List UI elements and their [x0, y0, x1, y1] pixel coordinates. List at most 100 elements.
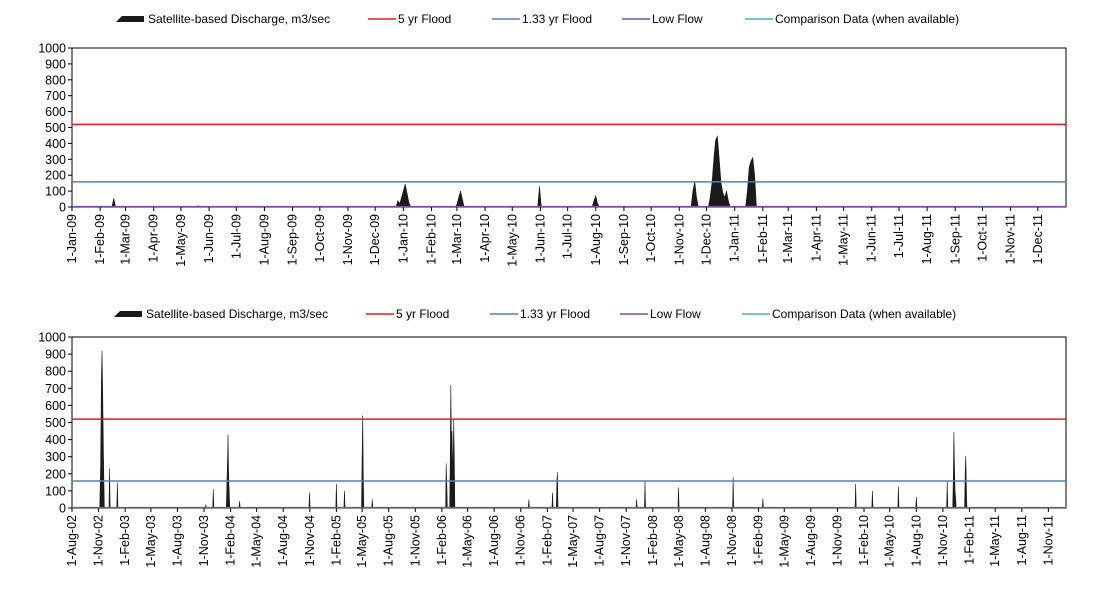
legend-label-lowflow: Low Flow: [650, 307, 701, 321]
y-tick-label: 800: [45, 365, 66, 379]
legend: Satellite-based Discharge, m3/sec 5 yr Fl…: [114, 307, 956, 321]
x-tick-label: 1-May-04: [250, 515, 264, 568]
x-tick-label: 1-May-11: [988, 515, 1002, 567]
x-tick-label: 1-Sep-09: [286, 214, 300, 265]
series-discharge-area: [72, 350, 1066, 509]
y-tick-label: 300: [45, 450, 66, 464]
x-tick-label: 1-Aug-10: [589, 214, 603, 265]
discharge-chart-2009-2011: Satellite-based Discharge, m3/sec 5 yr Fl…: [0, 0, 1094, 300]
x-tick-label: 1-Aug-02: [65, 515, 79, 566]
legend-swatch-discharge: [114, 311, 142, 317]
x-tick-label: 1-May-09: [174, 214, 188, 267]
x-tick-label: 1-Aug-03: [170, 515, 184, 566]
y-tick-label: 900: [45, 57, 66, 71]
x-tick-label: 1-May-03: [144, 515, 158, 568]
x-tick-label: 1-May-10: [505, 214, 519, 267]
y-tick-label: 300: [45, 153, 66, 167]
legend-item-flood133: 1.33 yr Flood: [492, 12, 592, 26]
series-discharge-area: [72, 135, 1066, 208]
y-tick-label: 200: [45, 169, 66, 183]
x-tick-label: 1-Jul-11: [892, 214, 906, 258]
x-tick-label: 1-May-08: [672, 515, 686, 568]
x-tick-label: 1-Jul-10: [561, 214, 575, 259]
x-tick-label: 1-Feb-05: [329, 515, 343, 566]
legend-item-lowflow: Low Flow: [622, 12, 703, 26]
chart-svg-top: Satellite-based Discharge, m3/sec 5 yr Fl…: [38, 12, 1067, 267]
x-tick-label: 1-Aug-11: [920, 214, 934, 265]
y-tick-label: 800: [45, 73, 66, 87]
x-tick-label: 1-May-06: [461, 515, 475, 568]
x-tick-label: 1-Jan-09: [65, 214, 79, 263]
x-tick-label: 1-Jan-10: [396, 214, 410, 263]
y-tick-label: 400: [45, 137, 66, 151]
legend-label-flood133: 1.33 yr Flood: [522, 12, 592, 26]
x-tick-label: 1-Feb-10: [424, 214, 438, 265]
x-tick-label: 1-Nov-03: [197, 515, 211, 566]
legend-label-flood5: 5 yr Flood: [396, 307, 449, 321]
legend-label-flood133: 1.33 yr Flood: [520, 307, 590, 321]
legend-label-comparison: Comparison Data (when available): [775, 12, 959, 26]
legend-item-flood133: 1.33 yr Flood: [490, 307, 590, 321]
y-tick-label: 400: [45, 433, 66, 447]
x-tick-label: 1-Feb-09: [93, 214, 107, 265]
x-tick-label: 1-Nov-09: [830, 515, 844, 566]
x-axis: 1-Aug-02 1-Nov-02 1-Feb-03 1-May-03 1-Aug-03…: [65, 508, 1055, 568]
x-tick-label: 1-Aug-09: [257, 214, 271, 265]
x-tick-label: 1-Nov-05: [408, 515, 422, 566]
x-tick-label: 1-May-07: [566, 515, 580, 568]
legend: Satellite-based Discharge, m3/sec 5 yr Fl…: [116, 12, 959, 26]
y-tick-label: 700: [45, 89, 66, 103]
x-tick-label: 1-Apr-09: [147, 214, 161, 263]
x-tick-label: 1-May-10: [883, 515, 897, 568]
x-tick-label: 1-Dec-11: [1031, 214, 1045, 265]
x-tick-label: 1-Aug-06: [487, 515, 501, 566]
legend-item-comparison: Comparison Data (when available): [742, 307, 956, 321]
x-tick-label: 1-Feb-08: [646, 515, 660, 566]
y-tick-label: 100: [45, 185, 66, 199]
x-tick-label: 1-Sep-10: [617, 214, 631, 265]
x-tick-label: 1-Nov-08: [725, 515, 739, 566]
y-tick-label: 1000: [38, 42, 66, 56]
x-tick-label: 1-May-05: [355, 515, 369, 568]
x-tick-label: 1-Feb-06: [435, 515, 449, 566]
y-tick-label: 600: [45, 399, 66, 413]
x-tick-label: 1-Feb-10: [857, 515, 871, 566]
x-tick-label: 1-Dec-10: [700, 214, 714, 265]
x-tick-label: 1-Mar-09: [119, 214, 133, 265]
x-tick-label: 1-Oct-11: [975, 214, 989, 262]
x-tick-label: 1-Feb-07: [540, 515, 554, 566]
y-tick-label: 700: [45, 382, 66, 396]
x-tick-label: 1-Jan-11: [728, 214, 742, 262]
x-tick-label: 1-Nov-02: [92, 515, 106, 566]
x-tick-label: 1-Nov-11: [1041, 515, 1055, 566]
x-tick-label: 1-Jun-09: [202, 214, 216, 263]
plot-area: [71, 336, 1067, 509]
x-tick-label: 1-Nov-11: [1004, 214, 1018, 265]
x-tick-label: 1-Aug-07: [593, 515, 607, 566]
x-tick-label: 1-Aug-09: [804, 515, 818, 566]
x-tick-label: 1-Jul-09: [229, 214, 243, 259]
legend-label-flood5: 5 yr Flood: [398, 12, 451, 26]
x-tick-label: 1-Nov-07: [619, 515, 633, 566]
legend-item-flood5: 5 yr Flood: [368, 12, 451, 26]
x-tick-label: 1-Aug-08: [698, 515, 712, 566]
chart-svg-bottom: Satellite-based Discharge, m3/sec 5 yr Fl…: [38, 307, 1067, 568]
legend-item-lowflow: Low Flow: [620, 307, 701, 321]
y-tick-label: 0: [59, 201, 66, 215]
y-tick-label: 100: [45, 484, 66, 498]
plot-area: [71, 47, 1067, 208]
x-tick-label: 1-Oct-09: [313, 214, 327, 263]
legend-item-discharge: Satellite-based Discharge, m3/sec: [116, 12, 330, 26]
x-axis: 1-Jan-09 1-Feb-09 1-Mar-09 1-Apr-09 1-May-09…: [65, 207, 1045, 267]
x-tick-label: 1-Nov-09: [341, 214, 355, 265]
x-tick-label: 1-May-11: [837, 214, 851, 266]
y-tick-label: 500: [45, 121, 66, 135]
y-tick-label: 900: [45, 348, 66, 362]
x-tick-label: 1-Apr-10: [478, 214, 492, 263]
x-tick-label: 1-Sep-11: [948, 214, 962, 265]
x-tick-label: 1-Feb-03: [118, 515, 132, 566]
legend-swatch-discharge: [116, 16, 144, 22]
x-tick-label: 1-Nov-04: [303, 515, 317, 566]
legend-item-flood5: 5 yr Flood: [366, 307, 449, 321]
